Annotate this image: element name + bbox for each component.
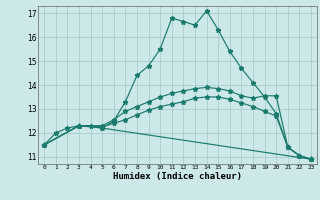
X-axis label: Humidex (Indice chaleur): Humidex (Indice chaleur) [113,172,242,181]
